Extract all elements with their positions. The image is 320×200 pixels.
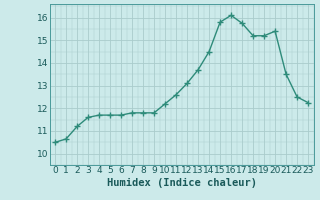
X-axis label: Humidex (Indice chaleur): Humidex (Indice chaleur) [107,178,257,188]
